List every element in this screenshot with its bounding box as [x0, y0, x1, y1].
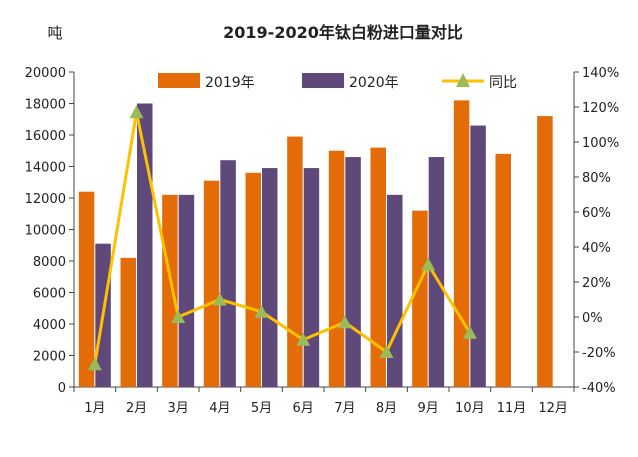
bar-2020年-8月	[387, 194, 403, 387]
x-tick-label: 2月	[126, 401, 147, 416]
x-tick-label: 6月	[293, 401, 314, 416]
bar-2020年-7月	[345, 157, 361, 387]
legend-label-2020年: 2020年	[349, 75, 399, 91]
bar-2019年-5月	[245, 172, 261, 387]
bar-2019年-4月	[203, 180, 220, 387]
y-axis-unit-label: 吨	[47, 24, 62, 42]
yoy-marker-3月	[171, 310, 186, 323]
bar-2019年-2月	[120, 257, 136, 387]
yoy-marker-7月	[337, 315, 352, 329]
left-tick-label: 12000	[25, 192, 66, 207]
yoy-marker-4月	[212, 292, 227, 306]
bar-2019年-8月	[370, 147, 386, 387]
x-tick-label: 3月	[168, 401, 189, 416]
chart-title: 2019-2020年钛白粉进口量对比	[223, 23, 463, 42]
x-tick-label: 11月	[497, 401, 527, 416]
yoy-marker-2月	[129, 105, 144, 119]
right-tick-label: -20%	[582, 346, 616, 361]
bar-2019年-7月	[328, 150, 345, 387]
yoy-marker-6月	[296, 332, 311, 346]
yoy-marker-9月	[421, 257, 436, 271]
left-tick-label: 16000	[25, 129, 66, 144]
right-tick-label: 40%	[582, 241, 611, 256]
right-tick-label: 140%	[582, 66, 619, 81]
yoy-marker-8月	[379, 345, 394, 358]
left-tick-label: 18000	[25, 98, 66, 113]
axes: 0 2000 4000 6000 8000 10000 12000 14000 16000 180…	[25, 66, 620, 416]
yoy-marker-1月	[87, 357, 102, 371]
yoy-line	[93, 110, 472, 365]
bar-2019年-12月	[537, 116, 553, 387]
left-tick-label: 2000	[33, 350, 66, 365]
bar-2020年-10月	[470, 125, 486, 388]
bar-2020年-6月	[303, 168, 320, 387]
left-tick-label: 20000	[25, 66, 66, 81]
left-tick-label: 14000	[25, 161, 66, 176]
yoy-line-layer	[87, 105, 477, 371]
yoy-marker-10月	[462, 325, 477, 339]
legend-swatch-2019年	[158, 73, 200, 88]
left-tick-label: 10000	[25, 224, 66, 239]
bar-2019年-1月	[78, 191, 95, 387]
right-tick-label: -40%	[582, 381, 616, 396]
x-tick-label: 12月	[538, 401, 568, 416]
bar-2019年-3月	[162, 194, 178, 387]
bar-2019年-10月	[453, 100, 470, 387]
left-tick-label: 4000	[33, 318, 66, 333]
legend-swatch-marker	[456, 73, 470, 87]
bar-2020年-5月	[262, 168, 278, 387]
right-tick-label: 20%	[582, 276, 611, 291]
bar-2020年-3月	[178, 194, 195, 387]
yoy-marker-5月	[254, 304, 269, 318]
bar-2020年-4月	[220, 160, 236, 387]
bar-2020年-9月	[428, 157, 445, 387]
right-tick-label: 120%	[582, 101, 619, 116]
right-tick-label: 60%	[582, 206, 611, 221]
legend-label-同比: 同比	[489, 75, 517, 91]
x-tick-label: 7月	[334, 401, 355, 416]
x-tick-label: 10月	[455, 401, 485, 416]
x-tick-label: 4月	[209, 401, 230, 416]
bar-2019年-9月	[412, 210, 428, 387]
bar-2019年-6月	[287, 136, 303, 387]
legend: 2019年 2020年 同比	[158, 73, 517, 91]
x-tick-label: 1月	[84, 401, 105, 416]
right-tick-label: 0%	[582, 311, 603, 326]
bar-2019年-11月	[495, 153, 511, 387]
left-tick-label: 6000	[33, 287, 66, 302]
left-tick-label: 8000	[33, 255, 66, 270]
left-tick-label: 0	[58, 381, 66, 396]
bars	[78, 100, 553, 388]
x-tick-label: 8月	[376, 401, 397, 416]
legend-swatch-2020年	[302, 73, 344, 88]
right-tick-label: 100%	[582, 136, 619, 151]
right-tick-label: 80%	[582, 171, 611, 186]
legend-label-2019年: 2019年	[205, 75, 255, 91]
x-tick-label: 5月	[251, 401, 272, 416]
x-tick-label: 9月	[418, 401, 439, 416]
